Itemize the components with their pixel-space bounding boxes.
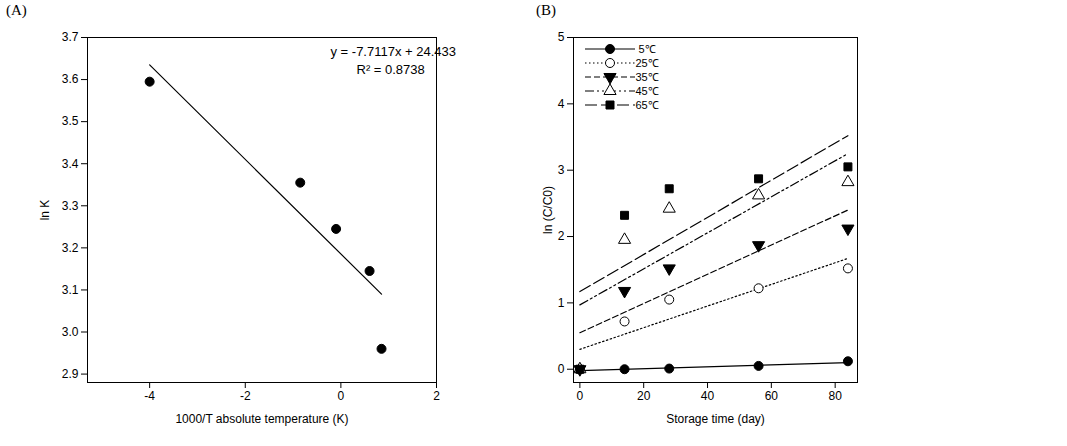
svg-text:1: 1 <box>558 296 565 310</box>
svg-text:80: 80 <box>828 389 842 403</box>
svg-text:2.9: 2.9 <box>62 367 79 381</box>
svg-text:0: 0 <box>338 389 345 403</box>
svg-text:-2: -2 <box>240 389 251 403</box>
svg-text:25℃: 25℃ <box>635 57 658 69</box>
svg-text:ln (C/C0): ln (C/C0) <box>541 186 555 234</box>
svg-text:35℃: 35℃ <box>635 71 658 83</box>
svg-text:R² = 0.8738: R² = 0.8738 <box>357 62 425 77</box>
svg-text:0: 0 <box>577 389 584 403</box>
svg-text:45℃: 45℃ <box>635 85 658 97</box>
svg-text:3.3: 3.3 <box>62 199 79 213</box>
svg-text:5: 5 <box>558 30 565 44</box>
svg-text:3.4: 3.4 <box>62 157 79 171</box>
svg-text:5℃: 5℃ <box>638 43 655 55</box>
svg-text:65℃: 65℃ <box>635 99 658 111</box>
svg-text:3: 3 <box>558 163 565 177</box>
svg-text:-4: -4 <box>144 389 155 403</box>
svg-text:2: 2 <box>433 389 440 403</box>
html-text:(B): (B) <box>536 2 556 18</box>
svg-text:3.5: 3.5 <box>62 114 79 128</box>
svg-text:0: 0 <box>558 362 565 376</box>
svg-text:4: 4 <box>558 97 565 111</box>
svg-text:1000/T absolute temperature (K: 1000/T absolute temperature (K) <box>175 412 348 426</box>
svg-text:3.6: 3.6 <box>62 72 79 86</box>
svg-text:3.1: 3.1 <box>62 283 79 297</box>
svg-text:3.0: 3.0 <box>62 325 79 339</box>
svg-text:2: 2 <box>558 229 565 243</box>
html-text:(A): (A) <box>6 2 27 18</box>
svg-text:ln K: ln K <box>38 200 52 221</box>
svg-text:3.7: 3.7 <box>62 30 79 44</box>
svg-text:y = -7.7117x + 24.433: y = -7.7117x + 24.433 <box>331 44 457 59</box>
svg-text:Storage time (day): Storage time (day) <box>666 412 765 426</box>
svg-text:20: 20 <box>637 389 651 403</box>
svg-text:3.2: 3.2 <box>62 241 79 255</box>
svg-text:40: 40 <box>701 389 715 403</box>
svg-text:60: 60 <box>765 389 779 403</box>
